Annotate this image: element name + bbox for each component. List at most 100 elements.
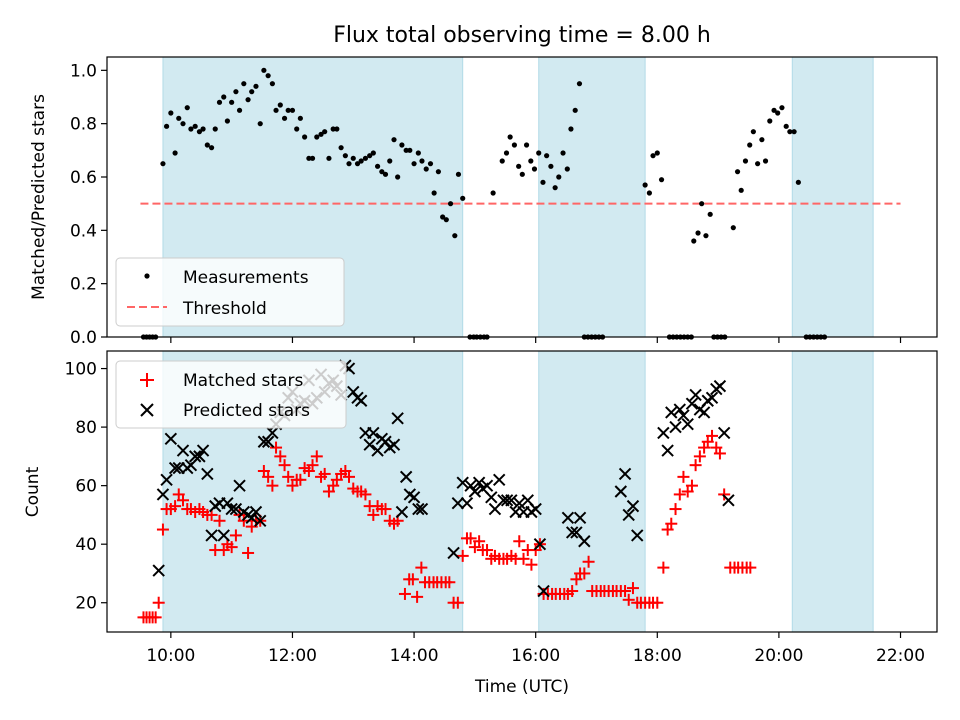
bottom-y-tick-label: 100 — [65, 360, 97, 380]
measurement-point — [306, 155, 312, 161]
bottom-y-ticks: 20 40 60 80 100 — [65, 360, 107, 614]
legend-matched-marker — [140, 373, 154, 387]
matched-star-point — [225, 541, 238, 554]
measurement-point — [289, 107, 296, 113]
measurement-point — [277, 102, 283, 108]
predicted-star-point — [631, 529, 644, 542]
measurement-point — [399, 142, 405, 148]
predicted-star-point — [529, 502, 542, 516]
measurement-point — [440, 214, 446, 220]
matched-star-point — [177, 494, 190, 507]
measurement-point — [572, 107, 578, 113]
predicted-star-point — [447, 546, 460, 560]
measurement-point — [281, 115, 288, 121]
top-y-tick-label: 0.2 — [70, 275, 97, 295]
predicted-star-point — [661, 444, 674, 457]
predicted-star-point — [533, 537, 547, 551]
predicted-star-point — [415, 502, 429, 516]
measurement-point — [540, 179, 546, 185]
predicted-star-point — [669, 420, 682, 434]
measurement-point — [548, 163, 554, 169]
predicted-star-point — [201, 467, 214, 481]
matched-star-point — [473, 535, 486, 548]
matched-star-point — [294, 473, 307, 486]
measurement-point — [552, 185, 558, 191]
measurement-point — [646, 190, 652, 196]
predicted-star-point — [681, 417, 694, 431]
measurement-point — [358, 158, 364, 164]
measurement-point — [447, 201, 454, 207]
predicted-star-point — [399, 470, 413, 484]
measurement-point — [204, 142, 210, 148]
measurement-point — [707, 211, 713, 217]
measurement-point — [556, 174, 562, 180]
bottom-legend: Matched stars Predicted stars — [115, 360, 347, 429]
measurement-point — [642, 182, 648, 188]
measurement-point — [216, 99, 223, 105]
matched-star-point — [278, 459, 291, 472]
matched-star-point — [411, 590, 424, 603]
measurement-point — [742, 158, 749, 164]
measurement-point — [658, 177, 665, 183]
measurement-point — [196, 129, 203, 135]
measurement-point — [229, 99, 235, 105]
measurement-point — [176, 115, 182, 121]
bottom-panel: 20 40 60 80 100 10:00 12:00 14:00 16:00 18:00 20:… — [23, 350, 938, 697]
predicted-star-point — [233, 479, 246, 492]
measurement-point — [221, 94, 227, 100]
top-y-tick-label: 1.0 — [70, 61, 97, 81]
measurement-point — [544, 153, 550, 159]
observing-interval-shade — [791, 350, 874, 633]
predicted-star-point — [614, 485, 628, 498]
measurement-point — [762, 158, 769, 164]
predicted-star-point — [193, 450, 206, 463]
matched-star-point — [343, 470, 356, 483]
x-tick-label: 16:00 — [511, 646, 560, 666]
matched-star-point — [229, 529, 242, 542]
predicted-star-point — [573, 511, 587, 525]
measurement-point — [516, 163, 522, 169]
measurement-point — [273, 107, 279, 113]
predicted-star-point — [722, 494, 735, 507]
measurement-point — [568, 126, 574, 132]
matched-star-point — [481, 544, 494, 557]
measurement-point — [734, 169, 741, 175]
measurement-point — [536, 150, 542, 156]
measurement-point — [269, 81, 275, 87]
measurement-point — [395, 174, 401, 180]
predicted-star-point — [537, 584, 550, 598]
measurement-point — [374, 163, 381, 169]
matched-star-point — [379, 503, 392, 516]
matched-star-point — [213, 514, 226, 527]
top-y-axis-label: Matched/Predicted stars — [29, 94, 49, 300]
matched-star-point — [673, 488, 686, 501]
top-y-tick-label: 0.0 — [70, 328, 97, 348]
matched-star-point — [685, 479, 698, 492]
measurement-point — [382, 171, 389, 177]
matched-star-point — [665, 517, 678, 530]
predicted-star-point — [229, 502, 243, 516]
predicted-star-point — [657, 426, 670, 440]
measurement-point — [460, 195, 466, 201]
measurement-point — [507, 134, 513, 140]
predicted-star-point — [677, 409, 690, 422]
measurement-point — [224, 118, 230, 124]
matched-star-point — [582, 555, 595, 568]
legend-measurements-label: Measurements — [183, 268, 309, 288]
measurement-point — [367, 153, 373, 159]
predicted-star-point — [451, 497, 465, 510]
matched-star-point — [359, 488, 372, 501]
predicted-star-point — [391, 412, 404, 425]
measurement-point — [435, 169, 441, 175]
matched-star-point — [270, 441, 283, 454]
predicted-star-point — [367, 426, 380, 440]
matched-star-point — [149, 611, 162, 624]
predicted-star-point — [697, 406, 711, 419]
matched-star-point — [693, 450, 706, 463]
measurement-point — [779, 105, 785, 111]
measurement-point — [370, 150, 376, 156]
bottom-axes-frame — [106, 350, 938, 633]
top-x-ticks — [170, 337, 902, 343]
measurement-point — [249, 89, 255, 95]
matched-star-point — [367, 508, 380, 521]
